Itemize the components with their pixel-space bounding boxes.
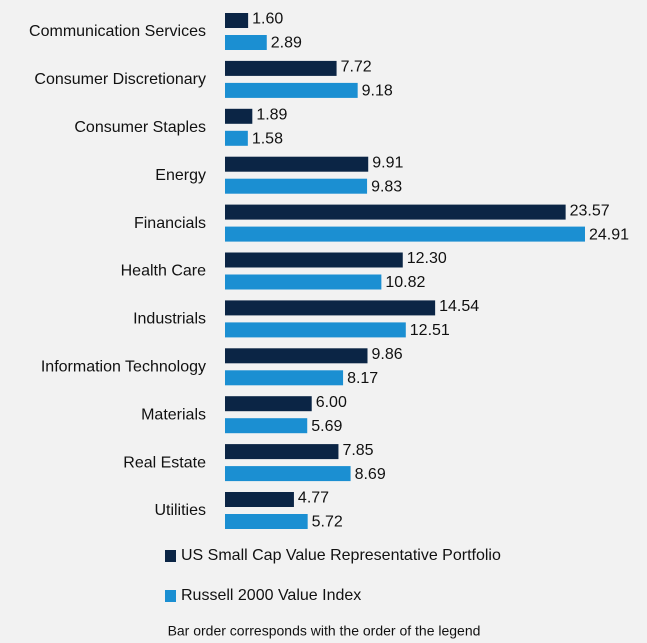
- legend-swatch: [165, 550, 176, 562]
- bar: [225, 466, 351, 482]
- value-label: 5.72: [312, 514, 343, 531]
- bar: [225, 82, 358, 98]
- value-label: 24.91: [589, 226, 629, 243]
- bar: [225, 156, 369, 172]
- bar: [225, 252, 403, 268]
- value-label: 4.77: [298, 490, 329, 507]
- category-label: Financials: [134, 215, 206, 232]
- bar: [225, 348, 368, 364]
- bar: [225, 444, 339, 460]
- bar: [225, 514, 308, 529]
- legend-label: Russell 2000 Value Index: [181, 587, 361, 604]
- category-label: Utilities: [154, 502, 206, 519]
- value-label: 1.89: [256, 107, 287, 124]
- value-label: 9.86: [371, 346, 402, 363]
- legend-label: US Small Cap Value Representative Portfo…: [181, 547, 501, 564]
- value-label: 6.00: [316, 394, 347, 411]
- bar: [225, 204, 566, 220]
- bar: [225, 226, 585, 242]
- category-label: Energy: [155, 167, 206, 184]
- bar: [225, 396, 312, 412]
- value-label: 9.18: [362, 83, 393, 100]
- value-label: 8.17: [347, 370, 378, 387]
- bar: [225, 300, 436, 316]
- value-label: 8.69: [355, 466, 386, 483]
- value-label: 23.57: [570, 202, 610, 219]
- bar: [225, 322, 406, 338]
- category-label: Communication Services: [29, 23, 206, 40]
- value-label: 12.51: [410, 322, 450, 339]
- value-label: 9.83: [371, 178, 402, 195]
- bar: [225, 418, 308, 434]
- category-label: Materials: [141, 406, 206, 423]
- legend-swatch: [165, 590, 176, 602]
- bar: [225, 60, 337, 76]
- value-label: 12.30: [407, 250, 447, 267]
- value-label: 1.60: [252, 11, 283, 28]
- value-label: 14.54: [439, 298, 479, 315]
- value-label: 1.58: [252, 131, 283, 148]
- value-label: 7.72: [341, 59, 372, 76]
- bar: [225, 274, 382, 290]
- value-label: 7.85: [342, 442, 373, 459]
- footnote: Bar order corresponds with the order of …: [168, 623, 481, 639]
- category-label: Consumer Staples: [74, 119, 206, 136]
- category-label: Consumer Discretionary: [34, 71, 206, 88]
- value-label: 2.89: [271, 35, 302, 52]
- value-label: 10.82: [385, 274, 425, 291]
- bar: [225, 370, 344, 386]
- value-label: 5.69: [311, 418, 342, 435]
- bar: [225, 108, 253, 124]
- category-label: Health Care: [121, 263, 206, 280]
- bar: [225, 13, 249, 28]
- bar: [225, 35, 267, 50]
- category-label: Real Estate: [123, 454, 206, 471]
- bar: [225, 178, 368, 194]
- bar: [225, 492, 294, 507]
- category-label: Industrials: [133, 311, 206, 328]
- value-label: 9.91: [372, 154, 403, 171]
- category-label: Information Technology: [41, 359, 206, 376]
- bar: [225, 130, 248, 146]
